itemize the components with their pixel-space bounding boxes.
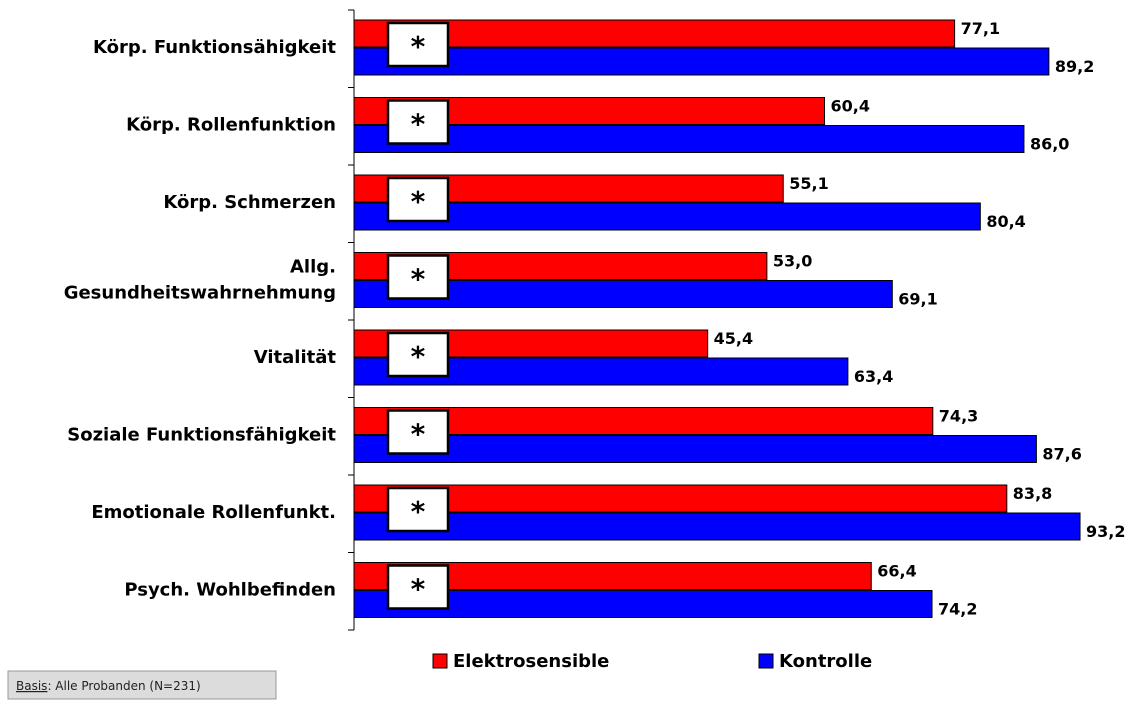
marker: * — [411, 185, 426, 218]
marker-box — [386, 176, 450, 223]
marker-box — [386, 21, 450, 68]
value-label: 74,2 — [938, 600, 977, 619]
value-label: 66,4 — [877, 562, 916, 581]
bar — [353, 47, 1050, 76]
legend-swatch — [758, 653, 774, 669]
bar — [353, 435, 1037, 463]
marker-box — [386, 409, 450, 455]
category-label: Körp. Rollenfunktion — [126, 115, 336, 136]
category-label: Körp. Funktionsähigkeit — [93, 37, 336, 58]
footnote-box — [7, 670, 277, 700]
value-label: 86,0 — [1030, 135, 1069, 154]
marker: * — [411, 418, 426, 451]
value-label: 77,1 — [961, 19, 1000, 38]
marker: * — [411, 495, 426, 528]
marker-box — [386, 254, 450, 300]
value-label: 87,6 — [1042, 445, 1081, 464]
category-label: Soziale Funktionsfähigkeit — [67, 425, 336, 446]
value-label: 60,4 — [831, 97, 870, 116]
marker: * — [411, 340, 426, 373]
marker-box — [386, 486, 450, 533]
category-label: Körp. Schmerzen — [163, 192, 336, 213]
bar — [353, 19, 956, 48]
marker-box — [386, 99, 450, 145]
footnote-text: : Alle Probanden (N=231) — [47, 679, 200, 693]
value-label: 93,2 — [1086, 522, 1125, 541]
bar — [353, 407, 934, 435]
value-label: 69,1 — [898, 290, 937, 309]
category-label: Allg. Gesundheitswahrnehmung — [64, 257, 336, 304]
marker: * — [411, 263, 426, 296]
value-label: 45,4 — [714, 329, 753, 348]
value-label: 83,8 — [1013, 484, 1052, 503]
marker: * — [411, 30, 426, 63]
legend-label: Kontrolle — [779, 651, 872, 672]
bar — [353, 202, 981, 231]
category-label: Vitalität — [254, 347, 337, 368]
category-label: Emotionale Rollenfunkt. — [91, 502, 336, 523]
bar — [353, 484, 1008, 513]
value-label: 74,3 — [939, 407, 978, 426]
bar — [353, 512, 1081, 541]
footnote: Basis: Alle Probanden (N=231) — [16, 679, 201, 693]
value-label: 55,1 — [789, 174, 828, 193]
marker-box — [386, 564, 450, 610]
value-label: 89,2 — [1055, 57, 1094, 76]
legend-label: Elektrosensible — [453, 651, 609, 672]
bar — [353, 590, 933, 618]
legend-swatch — [432, 653, 448, 669]
bar — [353, 125, 1025, 153]
category-label: Psych. Wohlbefinden — [124, 580, 336, 601]
value-label: 53,0 — [773, 252, 812, 271]
value-label: 80,4 — [986, 212, 1025, 231]
value-label: 63,4 — [854, 367, 893, 386]
marker: * — [411, 108, 426, 141]
marker: * — [411, 573, 426, 606]
marker-box — [386, 331, 450, 378]
footnote-label: Basis — [16, 679, 47, 693]
